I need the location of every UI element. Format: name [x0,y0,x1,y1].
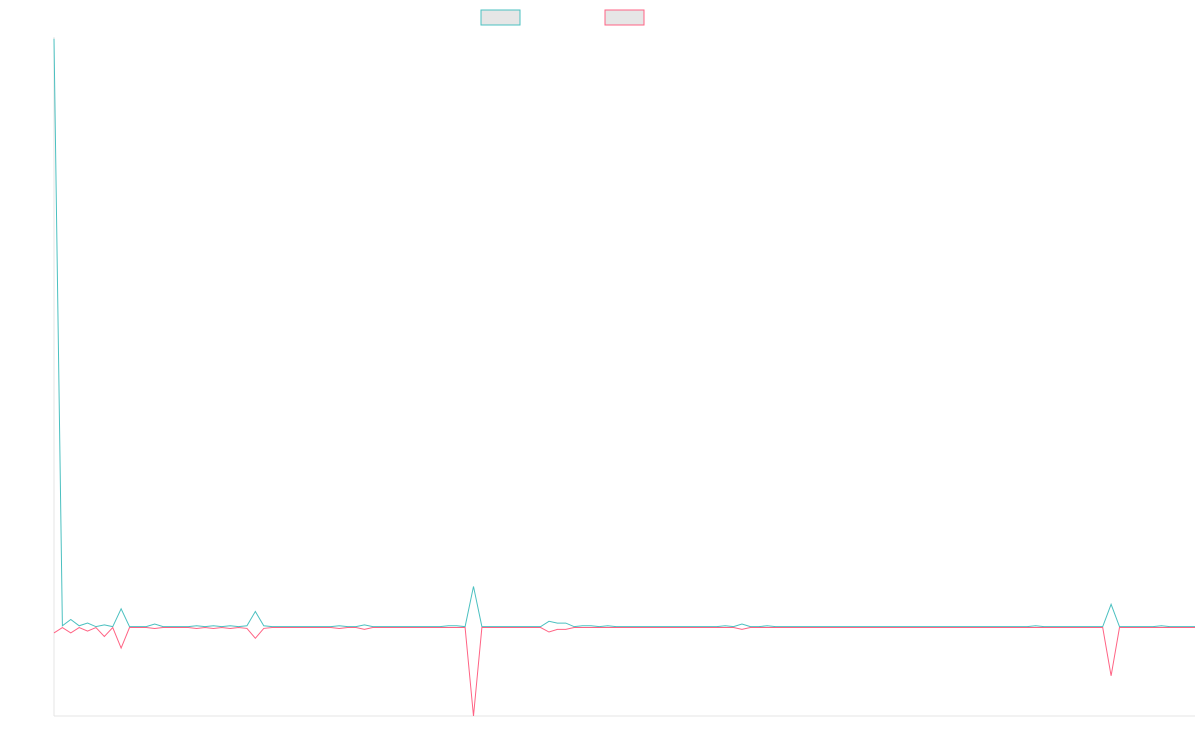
legend-swatch-1[interactable] [480,9,521,26]
legend-swatch-2[interactable] [604,9,645,26]
series-line-2 [53,626,1195,717]
series-line-1 [53,38,1195,628]
legend[interactable] [480,9,645,26]
axes [53,37,1195,717]
series-layer [53,38,1195,717]
